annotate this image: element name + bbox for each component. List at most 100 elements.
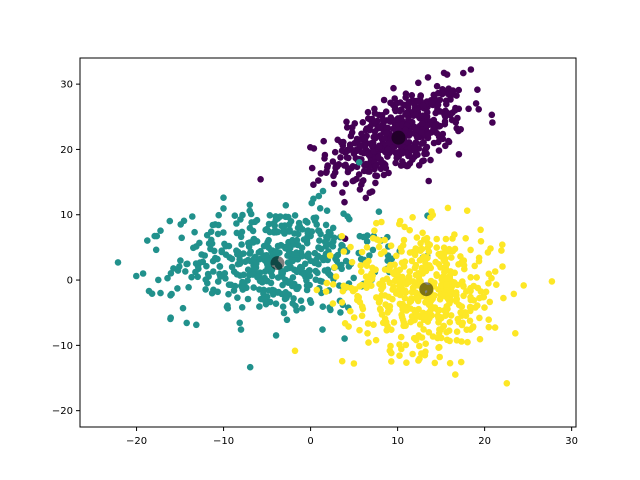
data-point-cluster-1 bbox=[342, 257, 350, 265]
data-point-cluster-2 bbox=[338, 357, 346, 365]
data-point-cluster-2 bbox=[326, 252, 334, 259]
data-point-cluster-1 bbox=[260, 296, 268, 304]
data-point-cluster-1 bbox=[274, 228, 282, 236]
data-point-cluster-2 bbox=[454, 315, 462, 323]
data-point-cluster-0 bbox=[399, 149, 406, 156]
data-point-cluster-2 bbox=[433, 244, 441, 251]
data-point-cluster-2 bbox=[462, 235, 470, 242]
data-point-cluster-0 bbox=[317, 170, 325, 177]
data-point-cluster-1 bbox=[319, 254, 326, 262]
data-point-cluster-2 bbox=[443, 275, 451, 283]
data-point-cluster-0 bbox=[424, 74, 432, 81]
data-point-cluster-1 bbox=[201, 252, 208, 259]
data-point-cluster-1 bbox=[220, 194, 227, 201]
data-point-cluster-1 bbox=[272, 216, 280, 224]
data-point-cluster-0 bbox=[460, 69, 467, 77]
data-point-cluster-2 bbox=[421, 313, 429, 320]
data-point-cluster-0 bbox=[330, 172, 337, 180]
data-point-cluster-0 bbox=[423, 150, 430, 157]
data-point-cluster-1 bbox=[236, 259, 244, 266]
data-point-cluster-1 bbox=[274, 274, 282, 281]
data-point-cluster-2 bbox=[470, 282, 478, 290]
data-point-cluster-1 bbox=[282, 244, 289, 252]
data-point-cluster-0 bbox=[348, 146, 356, 154]
data-point-cluster-1 bbox=[278, 222, 285, 230]
data-point-cluster-1 bbox=[233, 220, 240, 227]
data-point-cluster-1 bbox=[245, 239, 252, 247]
data-point-cluster-2 bbox=[436, 296, 444, 303]
data-point-cluster-2 bbox=[486, 298, 494, 306]
data-point-cluster-0 bbox=[433, 82, 441, 90]
data-point-cluster-2 bbox=[422, 340, 430, 348]
data-point-cluster-0 bbox=[423, 143, 431, 151]
data-point-cluster-1 bbox=[338, 241, 345, 249]
data-point-cluster-1 bbox=[207, 228, 215, 235]
data-point-cluster-0 bbox=[448, 116, 456, 124]
data-point-cluster-0 bbox=[359, 178, 366, 185]
data-point-cluster-1 bbox=[188, 273, 195, 281]
data-point-cluster-0 bbox=[441, 120, 449, 128]
data-point-cluster-1 bbox=[355, 159, 363, 166]
data-point-cluster-2 bbox=[406, 268, 414, 275]
data-point-cluster-1 bbox=[256, 277, 264, 285]
data-point-cluster-2 bbox=[406, 226, 414, 234]
data-point-cluster-1 bbox=[314, 269, 321, 277]
data-point-cluster-2 bbox=[453, 328, 461, 336]
data-point-cluster-2 bbox=[389, 286, 397, 293]
data-point-cluster-2 bbox=[429, 333, 437, 340]
data-point-cluster-0 bbox=[343, 118, 350, 126]
data-point-cluster-2 bbox=[386, 303, 394, 310]
data-point-cluster-2 bbox=[422, 348, 429, 356]
data-point-cluster-0 bbox=[321, 151, 329, 159]
data-point-cluster-0 bbox=[310, 145, 318, 152]
data-point-cluster-2 bbox=[442, 312, 449, 320]
data-point-cluster-0 bbox=[391, 95, 399, 102]
data-point-cluster-2 bbox=[396, 352, 403, 360]
data-point-cluster-0 bbox=[342, 180, 350, 188]
data-point-cluster-1 bbox=[238, 304, 246, 311]
data-point-cluster-2 bbox=[445, 245, 453, 253]
data-point-cluster-0 bbox=[355, 171, 363, 178]
data-point-cluster-0 bbox=[372, 172, 379, 179]
data-point-cluster-2 bbox=[389, 295, 396, 303]
data-point-cluster-2 bbox=[435, 344, 442, 352]
data-point-cluster-0 bbox=[385, 169, 392, 177]
data-point-cluster-1 bbox=[329, 224, 337, 232]
data-point-cluster-1 bbox=[178, 234, 185, 242]
data-point-cluster-2 bbox=[477, 288, 485, 295]
data-point-cluster-2 bbox=[433, 235, 441, 243]
data-point-cluster-2 bbox=[338, 232, 346, 240]
data-point-cluster-2 bbox=[442, 235, 450, 243]
data-point-cluster-2 bbox=[391, 261, 398, 269]
data-point-cluster-2 bbox=[350, 360, 358, 367]
data-point-cluster-2 bbox=[358, 268, 365, 276]
data-point-cluster-2 bbox=[476, 335, 484, 343]
data-point-cluster-2 bbox=[329, 281, 337, 288]
data-point-cluster-2 bbox=[409, 214, 416, 221]
data-point-cluster-1 bbox=[304, 219, 311, 226]
data-point-cluster-1 bbox=[315, 227, 323, 235]
x-tick-label: 10 bbox=[391, 436, 404, 447]
data-point-cluster-1 bbox=[214, 288, 221, 296]
data-point-cluster-2 bbox=[436, 353, 444, 361]
data-point-cluster-2 bbox=[388, 358, 395, 365]
data-point-cluster-0 bbox=[419, 112, 427, 119]
data-point-cluster-2 bbox=[420, 326, 427, 333]
data-point-cluster-0 bbox=[475, 106, 483, 113]
data-point-cluster-1 bbox=[310, 195, 317, 203]
data-point-cluster-1 bbox=[240, 271, 247, 279]
y-tick-label: 20 bbox=[60, 145, 73, 156]
data-point-cluster-2 bbox=[510, 290, 518, 298]
data-point-cluster-2 bbox=[443, 281, 450, 288]
data-point-cluster-1 bbox=[233, 229, 241, 237]
data-point-cluster-0 bbox=[403, 109, 410, 117]
data-point-cluster-1 bbox=[298, 244, 306, 252]
data-point-cluster-1 bbox=[283, 316, 291, 324]
data-point-cluster-1 bbox=[312, 259, 320, 267]
data-point-cluster-2 bbox=[451, 269, 459, 277]
y-tick-label: −20 bbox=[52, 406, 73, 417]
data-point-cluster-1 bbox=[363, 238, 371, 245]
data-point-cluster-2 bbox=[477, 226, 484, 234]
data-point-cluster-2 bbox=[380, 248, 388, 255]
x-tick-label: 0 bbox=[307, 436, 313, 447]
